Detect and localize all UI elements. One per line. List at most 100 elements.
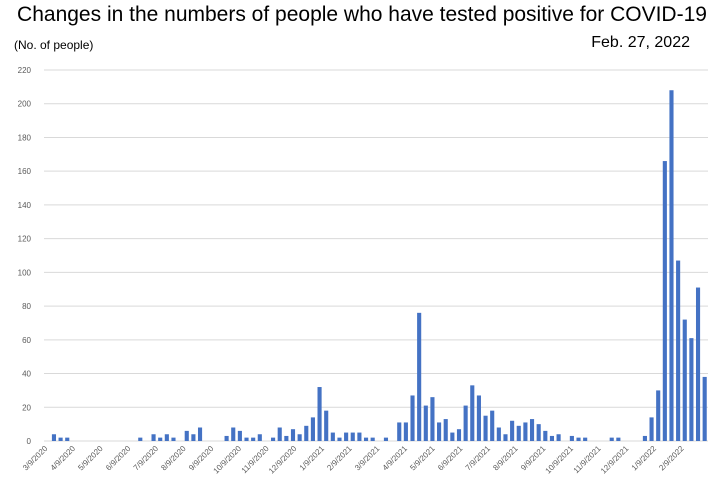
x-tick-label: 7/9/2021 [464,444,493,473]
bar [682,319,687,441]
x-tick-label: 12/9/2021 [599,444,631,476]
bar [669,90,674,442]
bar [642,435,647,441]
y-tick-label: 220 [18,66,32,75]
bar [324,410,329,441]
bar [231,427,236,441]
y-tick-label: 120 [18,235,32,244]
bar [337,437,342,441]
x-tick-label: 1/9/2021 [298,444,327,473]
bar [543,430,548,441]
x-tick-label: 2/9/2022 [657,444,686,473]
bar [676,260,681,441]
bar [529,419,535,441]
bar [310,417,315,441]
report-date: Feb. 27, 2022 [591,34,690,51]
bar [51,434,57,441]
bar [297,434,302,441]
bar [483,415,488,441]
bar [397,422,402,441]
y-tick-label: 20 [22,403,31,412]
bar [284,435,289,441]
bar [503,434,508,441]
x-tick-label: 10/9/2021 [544,444,576,476]
bar [516,425,521,441]
x-tick-label: 6/9/2021 [436,444,465,473]
x-tick-label: 2/9/2021 [325,444,354,473]
bar [237,430,242,441]
bar [417,312,422,441]
x-tick-label: 3/9/2021 [353,444,382,473]
x-tick-label: 5/9/2021 [408,444,437,473]
x-tick-label: 8/9/2020 [159,444,188,473]
bar [330,432,335,441]
y-tick-label: 100 [18,268,32,277]
x-tick-label: 11/9/2021 [572,444,603,475]
x-tick-label: 10/9/2020 [212,444,244,476]
bar [244,437,249,441]
bar [138,437,143,441]
bar [344,432,349,441]
bar [463,405,468,441]
x-tick-label: 11/9/2020 [240,444,271,475]
bar [576,437,581,441]
chart-title: Changes in the numbers of people who hav… [17,3,707,26]
bar [649,417,654,441]
x-ticks: 3/9/2020 4/9/2020 5/9/2020 6/9/2020 7/9/2020… [21,444,686,476]
y-tick-label: 40 [22,370,31,379]
bar [317,387,322,441]
x-tick-label: 1/9/2022 [630,444,659,473]
bar [443,419,448,441]
bar [656,390,661,441]
bar [549,435,555,441]
bar [191,434,196,441]
bar [609,437,614,441]
bars-layer [51,90,707,442]
x-tick-label: 3/9/2020 [21,444,50,473]
y-tick-label: 140 [18,201,32,210]
bar [184,430,189,441]
bar [702,376,707,441]
x-tick-label: 4/9/2021 [381,444,410,473]
bar [695,287,701,441]
bar [304,425,309,441]
x-tick-label: 5/9/2020 [76,444,105,473]
x-tick-label: 7/9/2020 [132,444,161,473]
x-tick-label: 12/9/2020 [267,444,299,476]
bar [569,435,574,441]
y-tick-label: 0 [27,437,32,446]
bar [290,429,296,441]
bar [616,437,621,441]
bar [523,422,528,441]
y-tick-label: 60 [22,336,31,345]
bar [164,434,169,441]
y-axis-unit: (No. of people) [14,38,94,52]
bar [662,161,667,441]
x-tick-label: 6/9/2020 [104,444,133,473]
bar [450,432,455,441]
bar [350,432,355,441]
bar [65,437,70,441]
y-tick-label: 180 [18,133,32,142]
bar [456,429,462,441]
bar [437,422,442,441]
bar [58,437,63,441]
bar [363,437,369,441]
bar [510,420,515,441]
bar [689,338,694,441]
bar [476,395,481,441]
bar [251,437,256,441]
bar [430,397,435,441]
grid-layer [44,69,708,442]
bar [496,427,501,441]
x-tick-label: 8/9/2021 [491,444,520,473]
y-tick-label: 200 [18,100,32,109]
bar [403,422,408,441]
bar [470,385,475,441]
y-ticks: 0 20 40 60 80 100 120 140 160 180 200 220 [18,66,32,446]
bar [536,424,541,441]
bar [556,434,561,441]
bar [158,437,163,441]
bar [257,434,262,441]
